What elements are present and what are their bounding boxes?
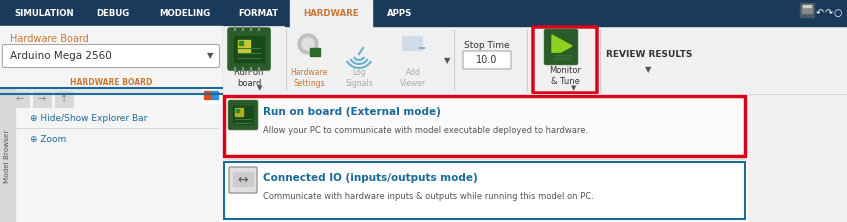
Text: HARDWARE BOARD: HARDWARE BOARD	[69, 77, 152, 87]
Text: Run on board (External mode): Run on board (External mode)	[263, 107, 441, 117]
Bar	[55, 91, 73, 107]
Text: ▼: ▼	[257, 85, 263, 91]
Bar	[803, 5, 811, 7]
Text: ▼: ▼	[645, 65, 651, 75]
Bar	[239, 41, 243, 45]
Bar	[0, 0, 847, 26]
Text: ⊕ Hide/Show Explorer Bar: ⊕ Hide/Show Explorer Bar	[30, 113, 147, 123]
Text: ▼: ▼	[444, 57, 451, 65]
Text: Run on
board: Run on board	[235, 68, 263, 88]
Text: APPS: APPS	[387, 8, 412, 18]
Text: Log
Signals: Log Signals	[345, 68, 373, 88]
Bar	[290, 0, 372, 28]
Bar	[204, 91, 211, 99]
Text: ▼: ▼	[207, 52, 213, 61]
Text: ⊕ Zoom: ⊕ Zoom	[30, 135, 66, 143]
Bar	[233, 106, 253, 124]
Text: REVIEW RESULTS: REVIEW RESULTS	[606, 50, 692, 59]
Text: HARDWARE: HARDWARE	[303, 8, 359, 18]
FancyBboxPatch shape	[533, 27, 597, 93]
Bar	[0, 88, 15, 222]
Text: DEBUG: DEBUG	[97, 8, 130, 18]
Bar	[222, 26, 284, 94]
Text: HWARE: HWARE	[532, 97, 563, 107]
Text: Connected IO (inputs/outputs mode): Connected IO (inputs/outputs mode)	[263, 173, 478, 183]
Bar	[234, 36, 264, 62]
Text: Hardware Board: Hardware Board	[10, 34, 89, 44]
Bar	[224, 96, 745, 156]
Text: ↷: ↷	[825, 8, 833, 18]
Text: Hardware
Settings: Hardware Settings	[291, 68, 328, 88]
Bar	[235, 108, 243, 116]
Bar	[236, 109, 239, 112]
FancyBboxPatch shape	[3, 44, 219, 67]
Text: Allow your PC to communicate with model executable deployed to hardware.: Allow your PC to communicate with model …	[263, 125, 588, 135]
Text: ↑: ↑	[60, 94, 68, 104]
Bar	[549, 53, 573, 59]
FancyBboxPatch shape	[228, 28, 270, 70]
Text: Arduino Mega 2560: Arduino Mega 2560	[10, 51, 112, 61]
Polygon shape	[552, 35, 572, 57]
FancyBboxPatch shape	[229, 167, 257, 193]
Bar	[0, 88, 222, 222]
Bar	[310, 48, 320, 56]
Text: 10.0: 10.0	[476, 55, 498, 65]
Bar	[222, 94, 747, 222]
Bar	[0, 88, 222, 114]
FancyBboxPatch shape	[545, 30, 578, 65]
Bar	[224, 162, 745, 219]
Text: FORMAT: FORMAT	[238, 8, 278, 18]
Text: ↔: ↔	[238, 174, 248, 186]
Bar	[11, 91, 29, 107]
Text: ○: ○	[833, 8, 842, 18]
Text: Stop Time: Stop Time	[464, 42, 510, 50]
Bar	[238, 40, 250, 52]
Text: →: →	[38, 94, 46, 104]
Circle shape	[298, 34, 318, 54]
FancyBboxPatch shape	[229, 101, 257, 129]
FancyBboxPatch shape	[463, 51, 511, 69]
Bar	[402, 36, 422, 50]
Bar	[0, 26, 222, 120]
Bar	[0, 94, 222, 222]
Text: SIMULATION: SIMULATION	[14, 8, 74, 18]
Circle shape	[302, 38, 314, 50]
Text: ←: ←	[16, 94, 24, 104]
FancyBboxPatch shape	[293, 30, 333, 66]
Text: Communicate with hardware inputs & outputs while running this model on PC.: Communicate with hardware inputs & outpu…	[263, 192, 594, 200]
Bar	[212, 91, 218, 99]
Bar	[802, 5, 812, 13]
Text: ▼: ▼	[572, 85, 577, 91]
Text: Model Browser: Model Browser	[4, 129, 10, 183]
Text: Monitor
& Tune: Monitor & Tune	[549, 66, 581, 86]
Bar	[202, 89, 220, 103]
Bar	[800, 3, 814, 17]
Bar	[233, 172, 253, 186]
Text: MODELING: MODELING	[159, 8, 211, 18]
Bar	[0, 26, 847, 94]
Bar	[33, 91, 51, 107]
Text: ↶: ↶	[816, 8, 824, 18]
Text: Add
Viewer: Add Viewer	[400, 68, 426, 88]
